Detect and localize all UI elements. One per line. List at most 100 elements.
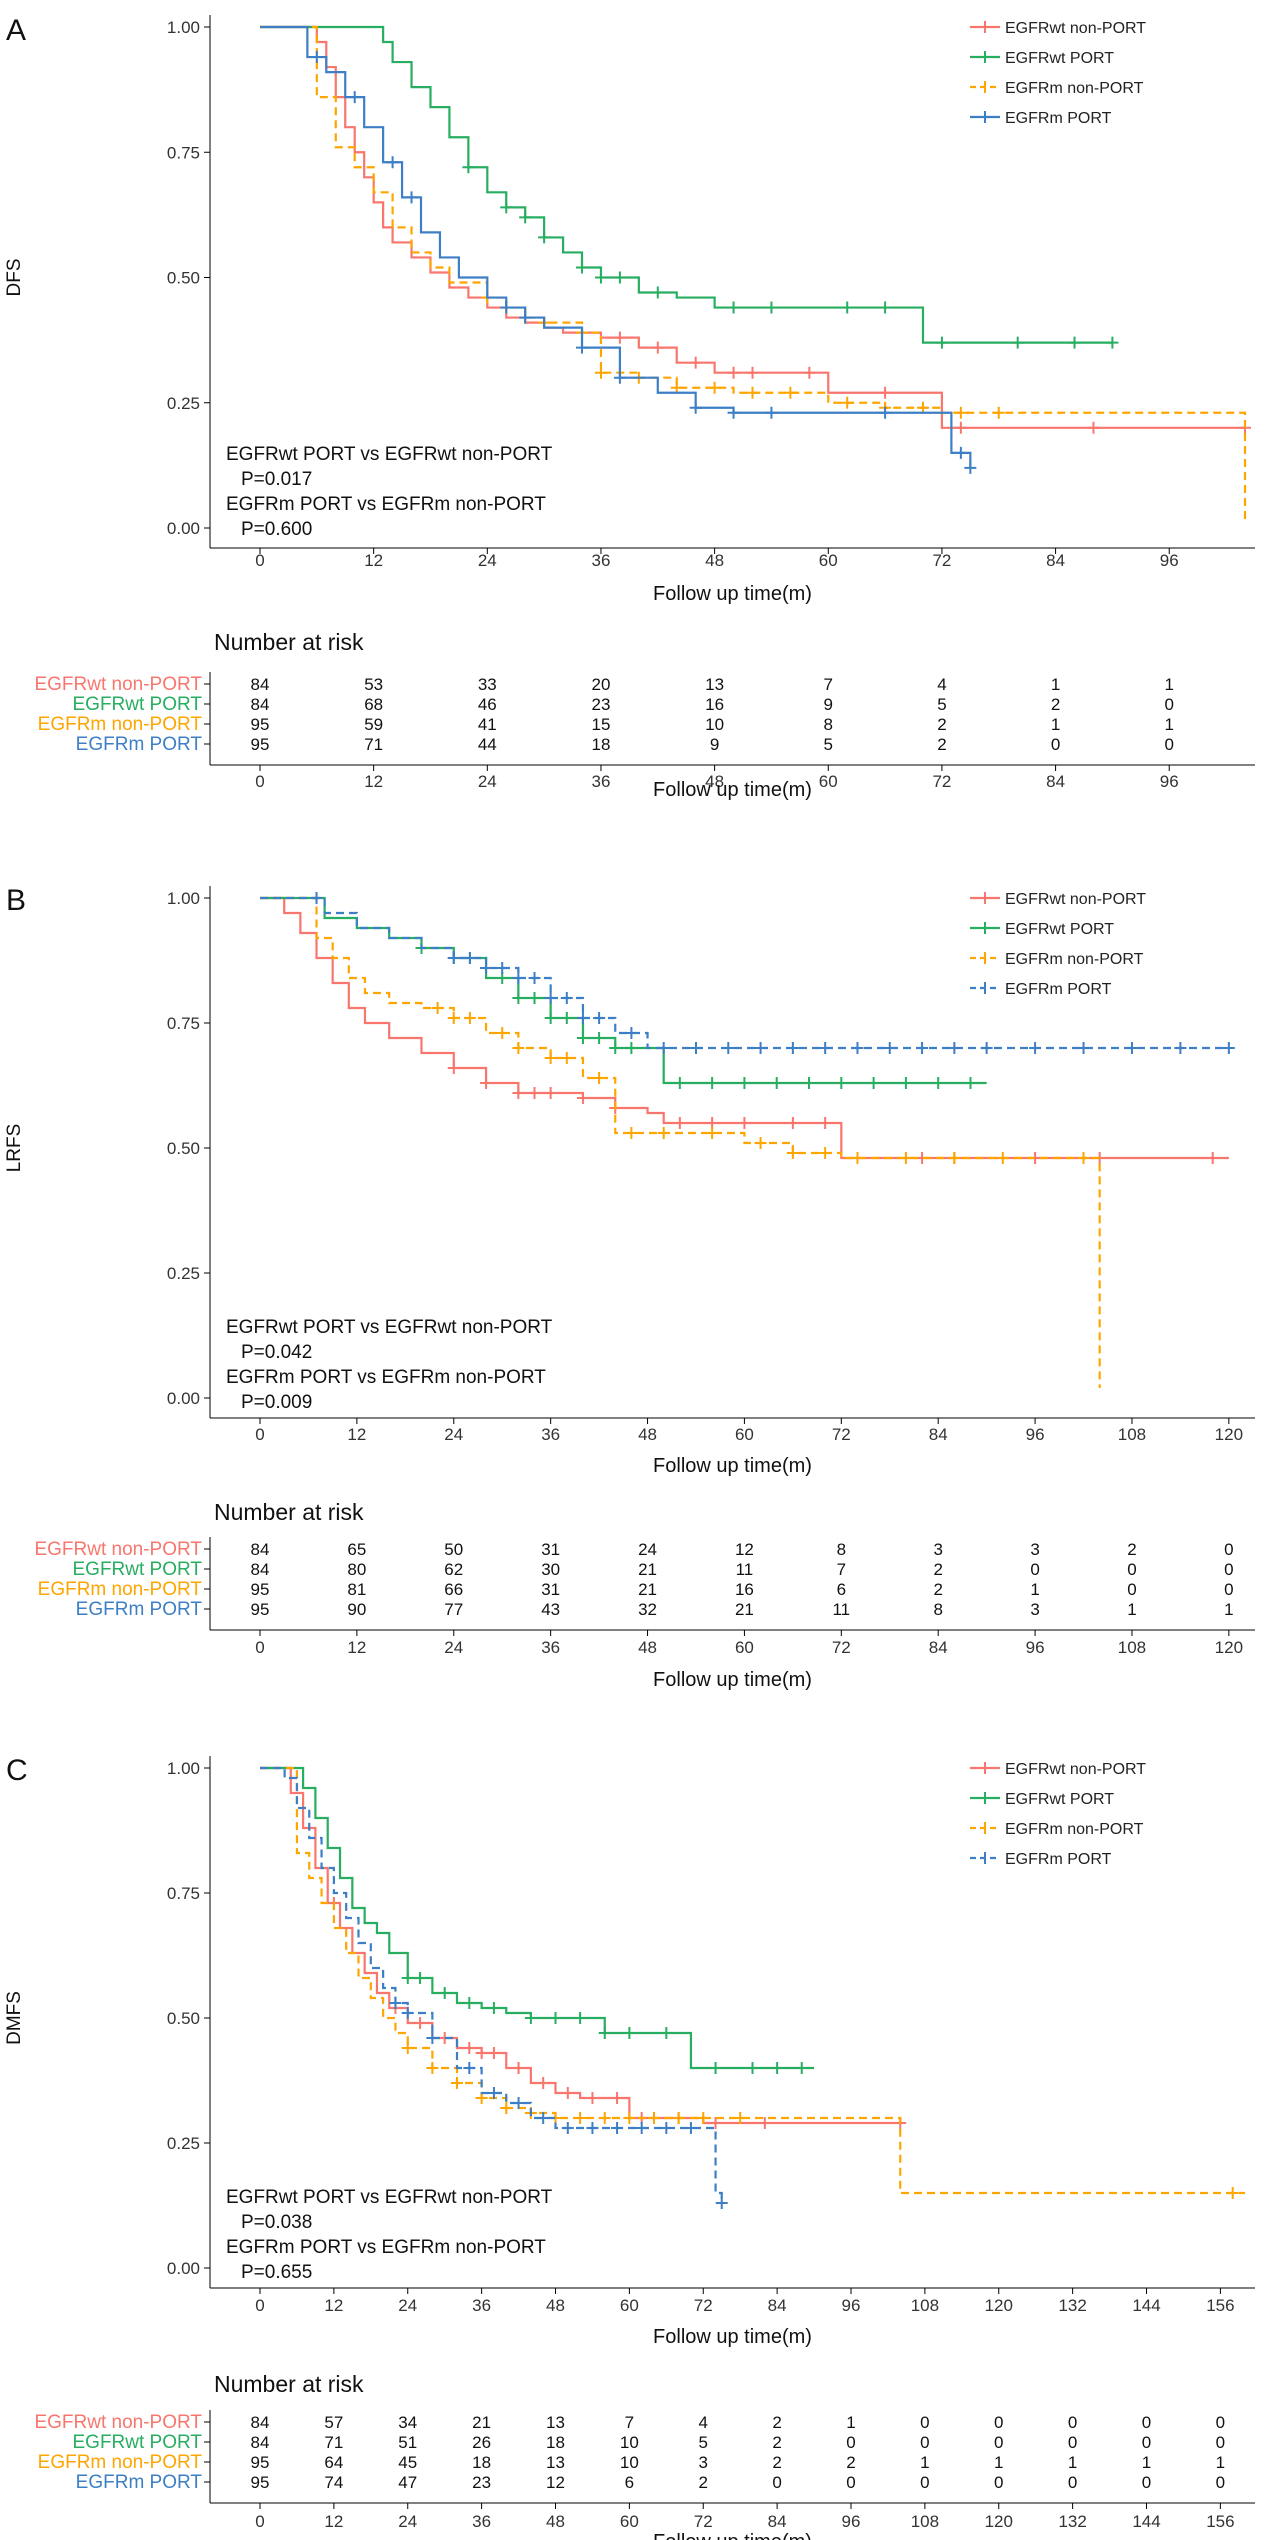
censor-mark [544,992,557,1004]
y-tick-label: 0.50 [167,269,200,288]
censor-mark [1077,1042,1090,1054]
risk-count: 10 [620,2453,639,2472]
risk-count: 0 [1164,735,1173,754]
censor-mark [512,1087,525,1099]
risk-count: 15 [592,715,611,734]
risk-x-tick-label: 156 [1206,2512,1234,2531]
risk-count: 7 [824,675,833,694]
risk-count: 18 [546,2433,565,2452]
censor-mark [948,1152,961,1164]
risk-count: 2 [1127,1540,1136,1559]
censor-mark [401,2007,414,2019]
risk-count: 34 [398,2413,417,2432]
censor-mark [586,2122,599,2134]
censor-mark [414,2017,427,2029]
censor-mark [496,962,509,974]
x-tick-label: 120 [985,2296,1013,2315]
risk-x-axis-title: Follow up time(m) [653,2531,812,2540]
censor-mark [544,1012,557,1024]
x-tick-label: 12 [347,1425,366,1444]
censor-mark [561,2087,574,2099]
censor-mark [803,1077,816,1089]
risk-count: 21 [472,2413,491,2432]
risk-count: 12 [735,1540,754,1559]
censor-mark [727,301,740,314]
censor-mark [746,366,759,379]
risk-count: 77 [444,1600,463,1619]
censor-mark [651,341,664,354]
x-tick-label: 36 [541,1425,560,1444]
risk-count: 0 [1216,2413,1225,2432]
censor-mark [660,2122,673,2134]
censor-mark [786,1147,799,1159]
risk-count: 2 [937,735,946,754]
risk-count: 84 [251,695,270,714]
risk-count: 5 [937,695,946,714]
censor-mark [475,2047,488,2059]
censor-mark [593,1032,606,1044]
risk-row-label: EGFRwt non-PORT [34,1539,202,1560]
censor-mark [754,1137,767,1149]
risk-count: 11 [832,1600,850,1619]
x-tick-label: 144 [1132,2296,1160,2315]
risk-count: 68 [364,695,383,714]
risk-count: 1 [1051,715,1060,734]
risk-count: 0 [1164,695,1173,714]
p-value-annotation: P=0.017 [241,469,312,490]
risk-count: 23 [592,695,611,714]
x-tick-label: 120 [1215,1425,1243,1444]
risk-x-tick-label: 132 [1058,2512,1086,2531]
censor-mark [480,962,493,974]
x-tick-label: 60 [620,2296,639,2315]
censor-mark [1206,1152,1219,1164]
risk-row-label: EGFRm non-PORT [38,1579,203,1600]
risk-x-tick-label: 60 [819,772,838,791]
censor-mark [528,992,541,1004]
censor-mark [980,1042,993,1054]
censor-mark [1226,2187,1239,2199]
censor-mark [447,952,460,964]
censor-mark [348,91,361,104]
censor-mark [706,1077,719,1089]
risk-x-tick-label: 60 [735,1638,754,1657]
x-tick-label: 132 [1058,2296,1086,2315]
censor-mark [401,2042,414,2054]
censor-mark [310,51,323,64]
y-tick-label: 0.00 [167,2259,200,2278]
risk-x-tick-label: 24 [398,2512,417,2531]
censor-mark [819,1147,832,1159]
censor-mark [463,1012,476,1024]
censor-mark [1087,421,1100,434]
censor-mark [561,2122,574,2134]
risk-count: 0 [1216,2473,1225,2492]
risk-row-label: EGFRwt PORT [73,694,203,715]
panel-letter: B [6,884,26,917]
risk-count: 0 [846,2473,855,2492]
x-tick-label: 108 [1118,1425,1146,1444]
censor-mark [709,2062,722,2074]
risk-x-tick-label: 84 [929,1638,948,1657]
p-value-annotation: P=0.009 [241,1392,312,1413]
risk-count: 0 [1142,2413,1151,2432]
risk-count: 1 [994,2453,1003,2472]
censor-mark [574,2012,587,2024]
censor-mark [512,972,525,984]
y-tick-label: 0.00 [167,519,200,538]
y-tick-label: 0.00 [167,1389,200,1408]
risk-count: 0 [1051,735,1060,754]
legend-label: EGFRm non-PORT [1005,1821,1144,1838]
censor-mark [738,1117,751,1129]
x-axis-title: Follow up time(m) [653,1455,812,1477]
risk-count: 0 [994,2473,1003,2492]
censor-mark [954,446,967,459]
risk-count: 16 [735,1580,754,1599]
censor-mark [426,2062,439,2074]
risk-count: 0 [994,2413,1003,2432]
censor-mark [625,1042,638,1054]
risk-count: 1 [1030,1580,1039,1599]
legend-label: EGFRm PORT [1005,110,1112,127]
panel-letter: C [6,1754,28,1787]
risk-count: 18 [592,735,611,754]
censor-mark [684,2122,697,2134]
risk-row-label: EGFRm PORT [76,1599,203,1620]
